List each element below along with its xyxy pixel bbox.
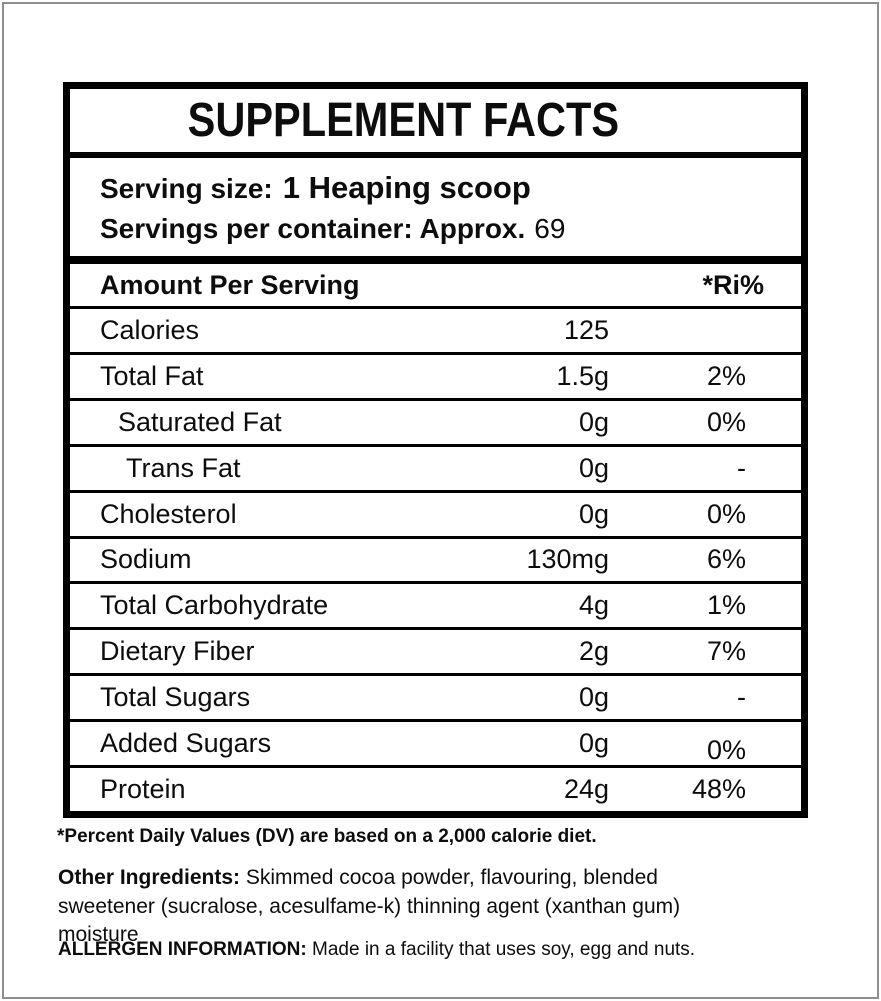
table-row-cholesterol: Cholesterol 0g 0%: [70, 493, 801, 539]
nutrient-name: Cholesterol: [100, 498, 237, 529]
servings-per-container-label: Servings per container: Approx.: [100, 212, 526, 244]
table-row-added-sugars: Added Sugars 0g 0%: [70, 722, 801, 769]
facts-panel: SUPPLEMENT FACTS Serving size: 1 Heaping …: [63, 82, 808, 818]
panel-title-row: SUPPLEMENT FACTS: [70, 89, 801, 158]
nutrient-amount: 24g: [563, 774, 609, 805]
nutrient-amount: 0g: [578, 498, 609, 529]
servings-per-container-line: Servings per container: Approx. 69: [100, 210, 801, 248]
nutrient-name: Saturated Fat: [118, 406, 282, 437]
nutrient-name: Added Sugars: [100, 728, 272, 759]
nutrient-percent: -: [737, 682, 746, 713]
other-ingredients-block: Other Ingredients: Skimmed cocoa powder,…: [58, 864, 680, 950]
nutrient-percent: -: [737, 452, 746, 483]
nutrient-amount: 130mg: [526, 544, 609, 575]
table-row-total-fat: Total Fat 1.5g 2%: [70, 355, 801, 401]
other-ingredients-label: Other Ingredients:: [58, 866, 241, 889]
other-ingredients-text-1: Skimmed cocoa powder, flavouring, blende…: [245, 866, 658, 889]
nutrient-amount: 1.5g: [556, 360, 609, 391]
table-header-row: Amount Per Serving *Ri%: [70, 264, 801, 309]
nutrient-amount: 2g: [578, 636, 609, 667]
nutrient-name: Total Fat: [100, 360, 204, 391]
nutrient-amount: 0g: [578, 728, 609, 759]
nutrient-name: Sodium: [100, 544, 192, 575]
nutrient-percent: 2%: [706, 360, 746, 391]
table-row-protein: Protein 24g 48%: [70, 768, 801, 811]
nutrient-percent: 0%: [706, 406, 746, 437]
nutrient-name: Total Sugars: [100, 682, 251, 713]
servings-per-container-value: 69: [534, 212, 566, 244]
nutrient-percent: 1%: [706, 590, 746, 621]
table-row-dietary-fiber: Dietary Fiber 2g 7%: [70, 630, 801, 677]
nutrient-percent: 0%: [706, 498, 746, 529]
table-row-sodium: Sodium 130mg 6%: [70, 539, 801, 585]
nutrient-amount: 0g: [578, 682, 609, 713]
nutrient-name: Calories: [100, 314, 200, 345]
daily-values-footnote: *Percent Daily Values (DV) are based on …: [57, 826, 597, 847]
nutrient-percent: 6%: [706, 544, 746, 575]
allergen-text: Made in a facility that uses soy, egg an…: [312, 939, 696, 960]
nutrient-amount: 0g: [578, 406, 609, 437]
other-ingredients-line-3: moisture: [58, 923, 139, 946]
nutrient-amount: 4g: [578, 590, 609, 621]
serving-size-line: Serving size: 1 Heaping scoop: [100, 167, 801, 210]
table-row-total-sugars: Total Sugars 0g -: [70, 676, 801, 723]
column-header-amount-per-serving: Amount Per Serving: [100, 269, 360, 300]
table-row-calories: Calories 125: [70, 309, 801, 355]
allergen-information-line: ALLERGEN INFORMATION: Made in a facility…: [58, 939, 695, 961]
table-row-trans-fat: Trans Fat 0g -: [70, 447, 801, 493]
nutrient-amount: 125: [563, 314, 609, 345]
nutrient-name: Trans Fat: [126, 452, 241, 483]
nutrient-amount: 0g: [578, 452, 609, 483]
serving-size-value: 1 Heaping scoop: [282, 169, 531, 205]
nutrient-percent: 7%: [706, 636, 746, 667]
other-ingredients-line-2: sweetener (sucralose, acesulfame-k) thin…: [58, 894, 681, 918]
nutrient-percent: 0%: [706, 735, 746, 766]
table-row-saturated-fat: Saturated Fat 0g 0%: [70, 401, 801, 447]
panel-title: SUPPLEMENT FACTS: [187, 94, 620, 147]
table-row-total-carbohydrate: Total Carbohydrate 4g 1%: [70, 584, 801, 631]
nutrient-rows: Calories 125 Total Fat 1.5g 2% Saturated…: [70, 309, 801, 811]
nutrient-name: Total Carbohydrate: [100, 590, 329, 621]
other-ingredients-line-1: Other Ingredients: Skimmed cocoa powder,…: [58, 864, 680, 893]
column-header-ri-percent: *Ri%: [702, 269, 764, 300]
allergen-label: ALLERGEN INFORMATION:: [58, 939, 307, 960]
serving-info-section: Serving size: 1 Heaping scoop Servings pe…: [70, 158, 801, 264]
nutrient-name: Dietary Fiber: [100, 636, 255, 667]
serving-size-label: Serving size:: [100, 172, 273, 204]
nutrient-percent: 48%: [691, 774, 746, 805]
nutrient-name: Protein: [100, 774, 186, 805]
